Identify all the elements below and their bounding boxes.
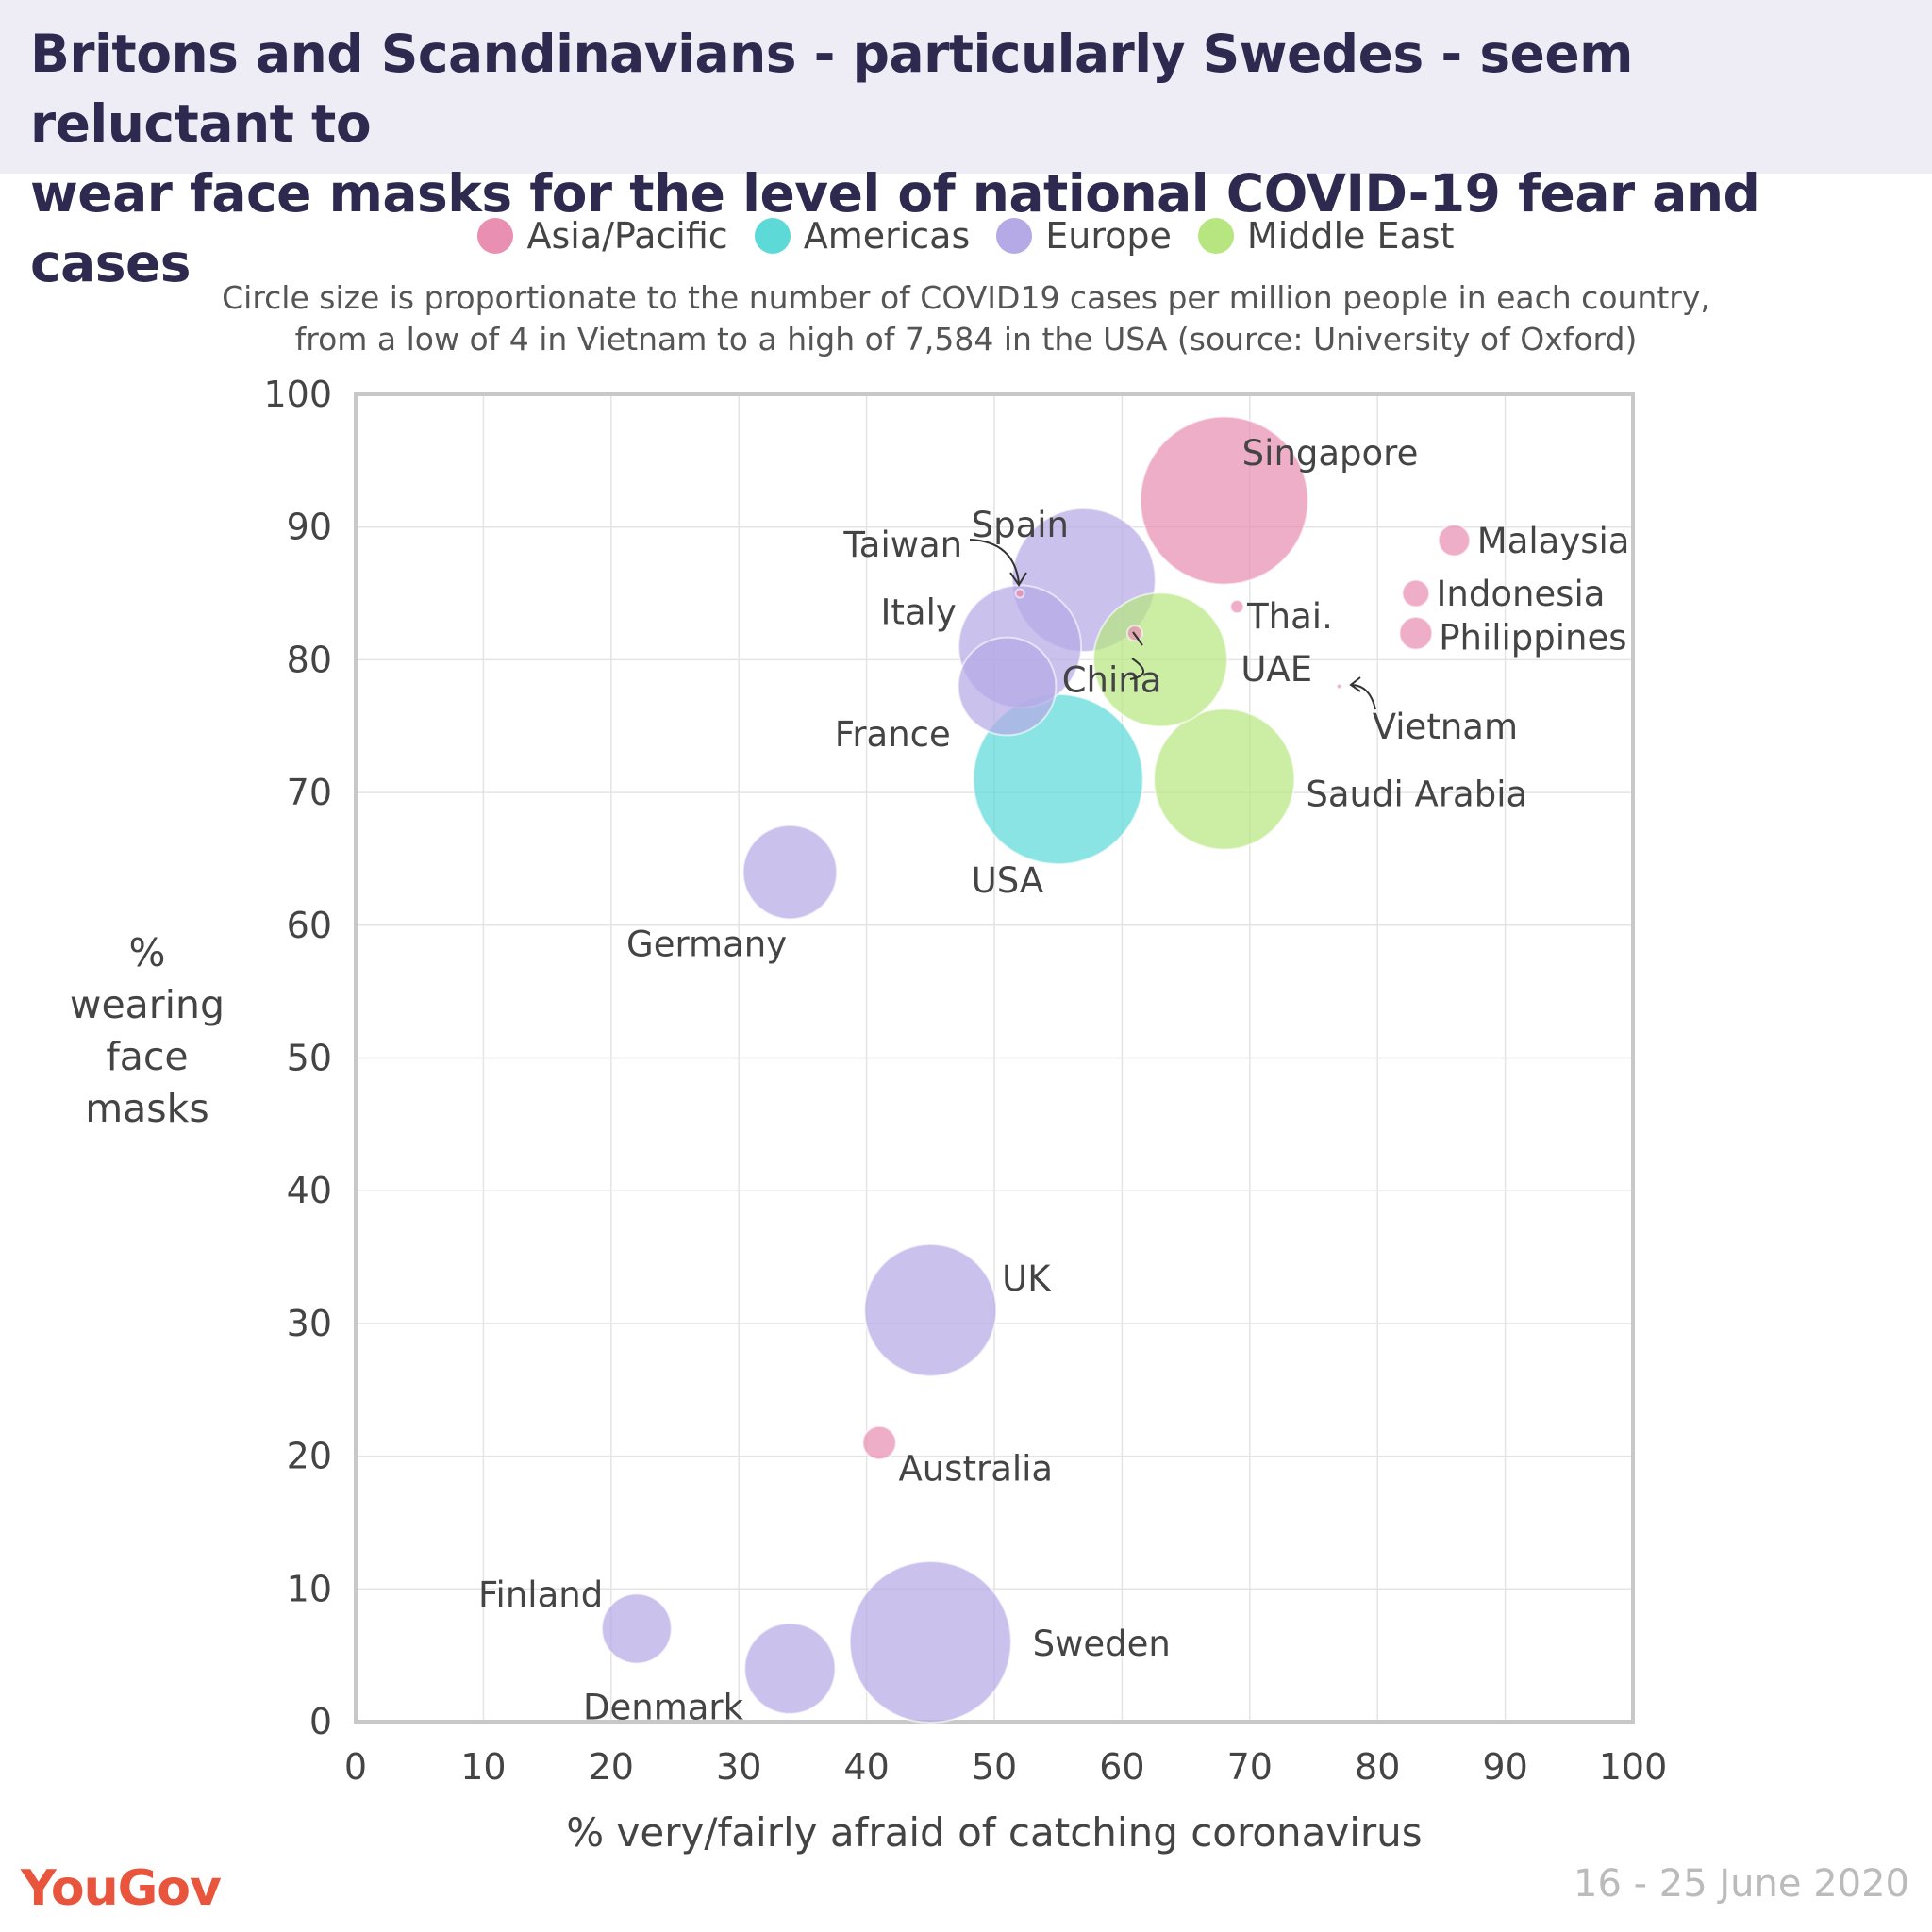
bubble-australia [861, 1424, 897, 1461]
legend-swatch-europe [996, 218, 1033, 254]
y-axis-title-line: masks [85, 1086, 209, 1131]
y-axis-title-line: % [129, 930, 166, 975]
taiwan-leader-arrow [969, 539, 1027, 587]
subtitle-line-1: Circle size is proportionate to the numb… [222, 279, 1710, 316]
legend-item-asia-pacific: Asia/Pacific [477, 215, 728, 257]
bubble-indonesia [1401, 578, 1431, 608]
x-tick-label: 40 [843, 1746, 889, 1788]
label-france: France [835, 714, 951, 755]
yougov-logo: YouGov [21, 1860, 222, 1917]
label-indonesia: Indonesia [1436, 574, 1605, 614]
label-singapore: Singapore [1242, 433, 1419, 474]
x-tick-label: 50 [972, 1746, 1017, 1788]
label-philippines: Philippines [1439, 617, 1626, 658]
chart-title-line-1: Britons and Scandinavians - particularly… [30, 24, 1633, 154]
legend-swatch-middle-east [1197, 218, 1234, 254]
bubble-vietnam [1336, 683, 1343, 691]
subtitle-line-2: from a low of 4 in Vietnam to a high of … [294, 321, 1638, 358]
legend-label-europe: Europe [1045, 215, 1172, 257]
bubble-denmark [743, 1622, 837, 1715]
chart-subtitle: Circle size is proportionate to the numb… [0, 277, 1932, 360]
bubble-saudi-arabia [1153, 708, 1296, 851]
legend-item-americas: Americas [754, 215, 971, 257]
label-italy: Italy [880, 592, 956, 633]
title-banner: Britons and Scandinavians - particularly… [0, 0, 1932, 293]
chart-title: Britons and Scandinavians - particularly… [30, 19, 1907, 298]
y-axis-title-line: face [106, 1034, 188, 1079]
bubble-finland [601, 1592, 673, 1665]
plot-frame [354, 392, 1635, 1724]
legend-swatch-asia-pacific [477, 218, 514, 254]
y-tick-label: 100 [263, 374, 332, 415]
label-denmark: Denmark [583, 1688, 744, 1728]
label-usa: USA [972, 860, 1044, 901]
legend-label-asia-pacific: Asia/Pacific [526, 215, 728, 257]
label-thai: Thai. [1246, 596, 1333, 637]
y-tick-label: 80 [287, 639, 332, 680]
label-uae: UAE [1241, 649, 1312, 690]
x-tick-label: 90 [1482, 1746, 1527, 1788]
label-germany: Germany [626, 924, 787, 964]
label-sweden: Sweden [1033, 1624, 1171, 1664]
y-tick-label: 20 [287, 1436, 332, 1477]
x-tick-label: 20 [589, 1746, 634, 1788]
x-tick-label: 80 [1355, 1746, 1400, 1788]
label-finland: Finland [478, 1574, 603, 1615]
x-tick-label: 0 [344, 1746, 367, 1788]
bubble-taiwan [1014, 588, 1025, 599]
y-tick-label: 40 [287, 1170, 332, 1211]
legend-item-europe: Europe [996, 215, 1172, 257]
x-tick-label: 60 [1099, 1746, 1144, 1788]
y-tick-label: 50 [287, 1038, 332, 1079]
chart-title-line-2: wear face masks for the level of nationa… [30, 163, 1760, 293]
bubble-uk [863, 1242, 998, 1377]
x-tick-label: 70 [1227, 1746, 1273, 1788]
x-axis-title: % very/fairly afraid of catching coronav… [566, 1809, 1422, 1856]
survey-date: 16 - 25 June 2020 [1574, 1862, 1909, 1906]
y-tick-label: 0 [309, 1701, 332, 1742]
y-axis-title-line: wearing [70, 982, 225, 1027]
bubble-thai [1229, 599, 1245, 615]
label-malaysia: Malaysia [1477, 521, 1630, 561]
x-tick-label: 10 [460, 1746, 506, 1788]
label-taiwan: Taiwan [842, 525, 962, 565]
x-tick-label: 30 [716, 1746, 761, 1788]
bubble-uae [1092, 591, 1228, 728]
china-leader-arrow [1129, 631, 1144, 680]
label-saudi-arabia: Saudi Arabia [1306, 774, 1527, 815]
label-uk: UK [1002, 1258, 1052, 1299]
y-tick-label: 90 [287, 507, 332, 548]
y-tick-label: 30 [287, 1303, 332, 1344]
legend-label-middle-east: Middle East [1246, 215, 1455, 257]
label-china: China [1062, 660, 1162, 701]
bubble-malaysia [1437, 524, 1472, 558]
bubble-philippines [1398, 615, 1434, 651]
y-tick-label: 60 [287, 905, 332, 946]
vietnam-leader-arrow [1349, 676, 1376, 710]
label-australia: Australia [898, 1448, 1053, 1489]
label-vietnam: Vietnam [1373, 707, 1518, 747]
bubble-singapore [1139, 415, 1309, 586]
legend: Asia/Pacific Americas Europe Middle East [0, 209, 1932, 262]
x-tick-label: 100 [1599, 1746, 1668, 1788]
bubble-germany [741, 824, 839, 921]
label-spain: Spain [972, 505, 1069, 545]
y-tick-label: 70 [287, 772, 332, 813]
bubble-france [957, 636, 1058, 737]
legend-swatch-americas [754, 218, 791, 254]
legend-item-middle-east: Middle East [1197, 215, 1455, 257]
bubble-sweden [848, 1560, 1012, 1724]
y-tick-label: 10 [287, 1568, 332, 1609]
legend-label-americas: Americas [803, 215, 971, 257]
